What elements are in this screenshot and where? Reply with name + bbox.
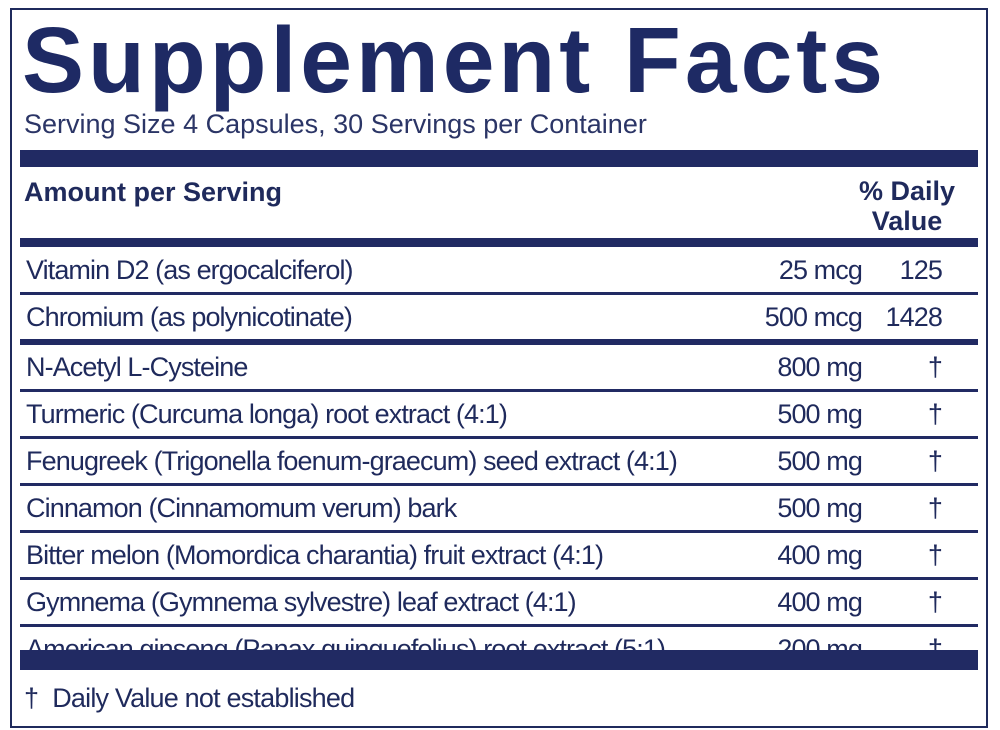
nutrient-amount: 500 mg bbox=[777, 399, 863, 429]
table-row: Chromium (as polynicotinate) 500 mcg 1428 bbox=[20, 295, 978, 345]
nutrient-name: Vitamin D2 (as ergocalciferol) bbox=[26, 255, 354, 285]
nutrient-name: Gymnema (Gymnema sylvestre) leaf extract… bbox=[26, 587, 577, 617]
table-row: Fenugreek (Trigonella foenum-graecum) se… bbox=[20, 439, 978, 486]
supplement-facts-panel: Supplement Facts Serving Size 4 Capsules… bbox=[10, 8, 988, 728]
nutrient-amount: 800 mg bbox=[777, 352, 863, 382]
nutrient-amount: 500 mg bbox=[777, 446, 863, 476]
top-divider-bar bbox=[20, 150, 978, 167]
nutrient-name: Bitter melon (Momordica charantia) fruit… bbox=[26, 540, 604, 570]
nutrient-daily-value: † bbox=[927, 540, 943, 570]
nutrient-amount: 500 mcg bbox=[764, 302, 863, 332]
table-row: Vitamin D2 (as ergocalciferol) 25 mcg 125 bbox=[20, 248, 978, 295]
table-row: Turmeric (Curcuma longa) root extract (4… bbox=[20, 392, 978, 439]
nutrient-amount: 25 mcg bbox=[778, 255, 863, 285]
table-row: Cinnamon (Cinnamomum verum) bark 500 mg † bbox=[20, 486, 978, 533]
nutrient-amount: 400 mg bbox=[777, 540, 863, 570]
nutrient-name: Turmeric (Curcuma longa) root extract (4… bbox=[26, 399, 508, 429]
nutrient-daily-value: † bbox=[927, 352, 943, 382]
table-row: Gymnema (Gymnema sylvestre) leaf extract… bbox=[20, 580, 978, 627]
nutrient-daily-value: 125 bbox=[899, 255, 943, 285]
nutrient-daily-value: † bbox=[927, 587, 943, 617]
nutrient-daily-value: † bbox=[927, 446, 943, 476]
footnote-text: Daily Value not established bbox=[52, 683, 355, 713]
nutrient-daily-value: 1428 bbox=[885, 302, 943, 332]
nutrient-amount: 400 mg bbox=[777, 587, 863, 617]
serving-info: Serving Size 4 Capsules, 30 Servings per… bbox=[24, 109, 647, 139]
nutrient-name: Fenugreek (Trigonella foenum-graecum) se… bbox=[26, 446, 678, 476]
table-row: Bitter melon (Momordica charantia) fruit… bbox=[20, 533, 978, 580]
daily-value-header: % Daily Value bbox=[842, 176, 972, 236]
header-divider-bar bbox=[20, 238, 978, 247]
nutrient-name: N-Acetyl L-Cysteine bbox=[26, 352, 248, 382]
footnote: † Daily Value not established bbox=[24, 678, 355, 718]
nutrient-amount: 500 mg bbox=[777, 493, 863, 523]
nutrient-table: Vitamin D2 (as ergocalciferol) 25 mcg 125 … bbox=[20, 248, 978, 671]
nutrient-daily-value: † bbox=[927, 399, 943, 429]
nutrient-daily-value: † bbox=[927, 493, 943, 523]
nutrient-name: Chromium (as polynicotinate) bbox=[26, 302, 353, 332]
nutrient-name: Cinnamon (Cinnamomum verum) bark bbox=[26, 493, 457, 523]
daily-value-header-line1: % Daily bbox=[858, 176, 956, 206]
daily-value-header-line2: Value bbox=[871, 206, 943, 236]
table-row: N-Acetyl L-Cysteine 800 mg † bbox=[20, 345, 978, 392]
dagger-symbol: † bbox=[24, 683, 39, 713]
amount-per-serving-header: Amount per Serving bbox=[24, 177, 283, 207]
bottom-divider-bar bbox=[20, 650, 978, 670]
panel-title: Supplement Facts bbox=[22, 8, 887, 112]
